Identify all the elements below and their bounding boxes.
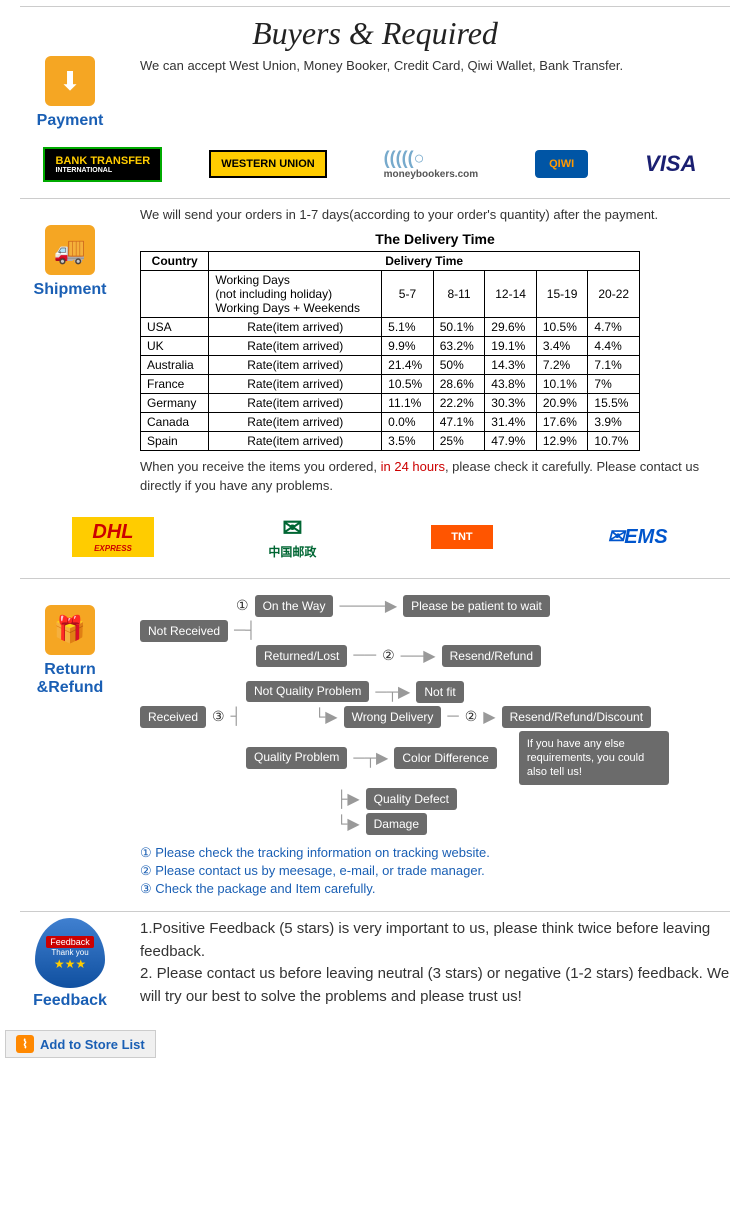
feedback-text2: 2. Please contact us before leaving neut… (140, 963, 730, 1008)
banktransfer-logo: BANK TRANSFERINTERNATIONAL (43, 147, 162, 182)
westernunion-logo: WESTERN UNION (209, 150, 327, 178)
payment-logos: BANK TRANSFERINTERNATIONAL WESTERN UNION… (20, 142, 730, 186)
shipment-section: 🚚 Shipment We will send your orders in 1… (20, 205, 730, 496)
payment-icon: ⬇ (45, 56, 95, 106)
feedback-title: Feedback (20, 992, 120, 1010)
return-legend: ① Please check the tracking information … (140, 845, 730, 897)
return-flowchart: ① On the Way ────▶ Please be patient to … (140, 595, 730, 836)
dhl-logo: DHLEXPRESS (72, 517, 153, 557)
payment-title: Payment (20, 112, 120, 130)
shipment-title: Shipment (20, 281, 120, 299)
shipment-intro: We will send your orders in 1-7 days(acc… (140, 205, 730, 225)
ems-logo: ✉EMS (597, 518, 677, 555)
shipment-after: When you receive the items you ordered, … (140, 457, 730, 496)
chinapost-logo: ✉中国邮政 (258, 508, 326, 566)
feedback-text1: 1.Positive Feedback (5 stars) is very im… (140, 918, 730, 963)
add-to-store-button[interactable]: ⌇ Add to Store List (5, 1030, 156, 1058)
carrier-logos: DHLEXPRESS ✉中国邮政 TNT ✉EMS (20, 508, 730, 566)
page-header: Buyers & Required (20, 15, 730, 52)
moneybookers-logo: (((((○moneybookers.com (374, 142, 488, 186)
tnt-logo: TNT (431, 525, 492, 549)
shipment-icon: 🚚 (45, 225, 95, 275)
feedback-section: Feedback Thank you ★★★ Feedback 1.Positi… (20, 918, 730, 1010)
payment-text: We can accept West Union, Money Booker, … (140, 56, 730, 76)
feedback-badge-icon: Feedback Thank you ★★★ (35, 918, 105, 988)
return-section: 🎁 Return &Refund ① On the Way ────▶ Plea… (20, 585, 730, 902)
return-icon: 🎁 (45, 605, 95, 655)
rss-icon: ⌇ (16, 1035, 34, 1053)
qiwi-logo: QIWI (535, 150, 588, 178)
payment-section: ⬇ Payment We can accept West Union, Mone… (20, 56, 730, 130)
return-title: Return &Refund (20, 661, 120, 697)
delivery-table-title: The Delivery Time (140, 231, 730, 247)
delivery-table: CountryDelivery TimeWorking Days(not inc… (140, 251, 640, 451)
visa-logo: VISA (635, 145, 706, 183)
